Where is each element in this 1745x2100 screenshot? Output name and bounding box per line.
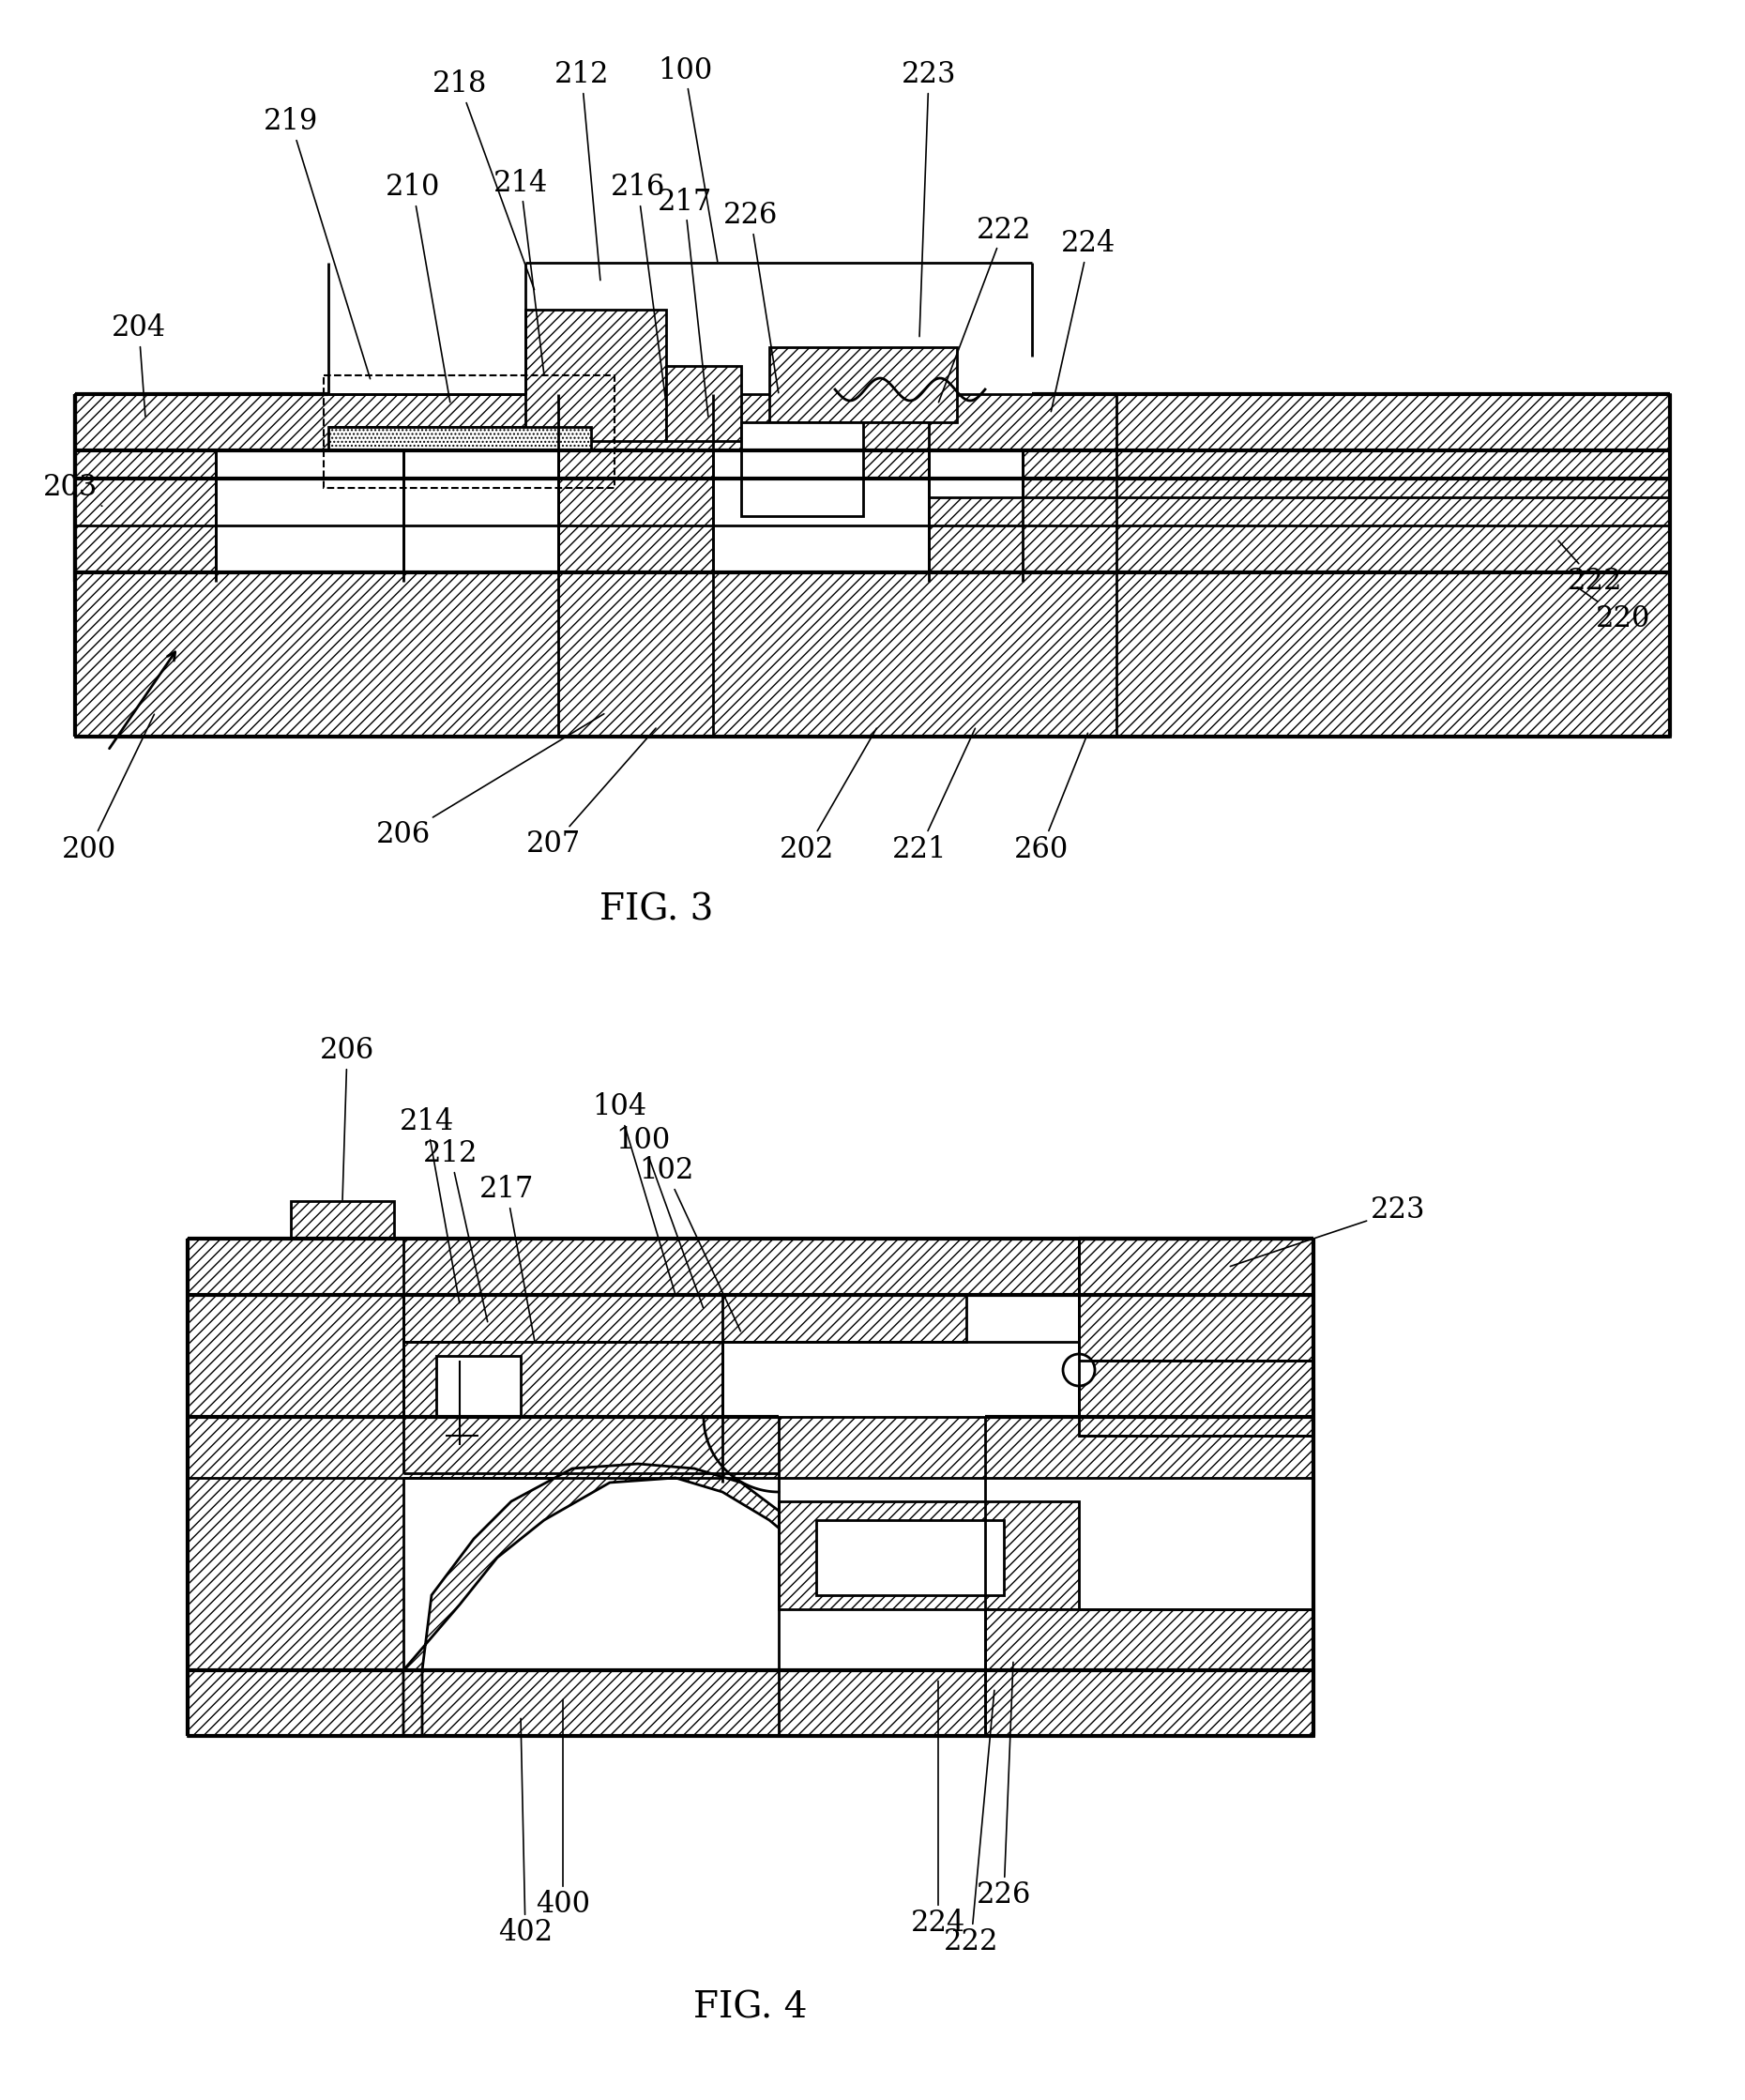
Text: 216: 216 bbox=[611, 172, 667, 403]
Bar bbox=[1078, 1239, 1314, 1361]
Text: 100: 100 bbox=[616, 1126, 703, 1308]
Bar bbox=[403, 1296, 967, 1342]
Bar bbox=[770, 346, 956, 422]
Bar bbox=[188, 1239, 1314, 1296]
Text: 218: 218 bbox=[433, 69, 534, 290]
Text: 212: 212 bbox=[422, 1140, 487, 1321]
Bar bbox=[986, 1609, 1314, 1722]
Text: 223: 223 bbox=[1230, 1195, 1426, 1266]
Bar bbox=[75, 395, 1670, 449]
Text: 100: 100 bbox=[658, 57, 717, 260]
Text: FIG. 4: FIG. 4 bbox=[693, 1991, 808, 2024]
Text: 206: 206 bbox=[377, 714, 604, 850]
Text: 104: 104 bbox=[592, 1092, 675, 1294]
Bar bbox=[1078, 1361, 1314, 1436]
Text: 226: 226 bbox=[977, 1663, 1031, 1911]
Bar bbox=[75, 573, 1670, 737]
Text: 224: 224 bbox=[911, 1680, 965, 1938]
Bar bbox=[323, 376, 614, 487]
Polygon shape bbox=[291, 1201, 394, 1296]
Polygon shape bbox=[403, 1464, 806, 1737]
Bar bbox=[436, 1357, 520, 1459]
Bar bbox=[558, 422, 714, 573]
Text: 402: 402 bbox=[497, 1718, 553, 1947]
Bar bbox=[778, 1501, 1078, 1609]
Text: 222: 222 bbox=[944, 1690, 998, 1957]
Text: 202: 202 bbox=[780, 729, 876, 863]
Text: 212: 212 bbox=[555, 61, 609, 279]
Text: 220: 220 bbox=[1577, 588, 1651, 634]
Text: 221: 221 bbox=[892, 729, 975, 863]
Text: FIG. 3: FIG. 3 bbox=[600, 892, 714, 928]
Bar bbox=[928, 422, 1670, 573]
Text: 217: 217 bbox=[658, 187, 712, 416]
Text: 217: 217 bbox=[480, 1176, 534, 1340]
Bar bbox=[817, 1520, 1003, 1596]
Bar bbox=[188, 1418, 1314, 1478]
Bar bbox=[216, 422, 403, 573]
Text: 210: 210 bbox=[386, 172, 450, 403]
Circle shape bbox=[1063, 1354, 1094, 1386]
Text: 226: 226 bbox=[722, 202, 778, 393]
Text: 222: 222 bbox=[939, 216, 1031, 403]
Text: 214: 214 bbox=[494, 168, 548, 374]
Bar bbox=[525, 309, 667, 441]
Text: 224: 224 bbox=[1050, 229, 1115, 412]
Bar bbox=[328, 426, 592, 449]
Bar bbox=[188, 1296, 403, 1718]
Text: 206: 206 bbox=[319, 1037, 375, 1199]
Bar bbox=[188, 1670, 1314, 1737]
Text: 203: 203 bbox=[44, 472, 101, 506]
Text: 219: 219 bbox=[263, 107, 370, 378]
Text: 223: 223 bbox=[902, 61, 956, 336]
Bar bbox=[742, 422, 864, 517]
Text: 204: 204 bbox=[112, 313, 166, 416]
Bar bbox=[403, 1342, 722, 1474]
Text: 214: 214 bbox=[400, 1107, 459, 1302]
Text: 207: 207 bbox=[527, 729, 656, 859]
Bar bbox=[986, 1670, 1314, 1737]
Bar bbox=[770, 422, 928, 479]
Text: 260: 260 bbox=[1014, 733, 1087, 863]
Bar bbox=[667, 365, 742, 441]
Text: 200: 200 bbox=[61, 714, 154, 863]
Text: 102: 102 bbox=[639, 1157, 740, 1331]
Text: 400: 400 bbox=[536, 1699, 590, 1919]
Text: 222: 222 bbox=[1558, 540, 1623, 596]
Bar bbox=[75, 395, 356, 573]
Bar bbox=[928, 422, 1023, 498]
Bar bbox=[1023, 422, 1670, 498]
